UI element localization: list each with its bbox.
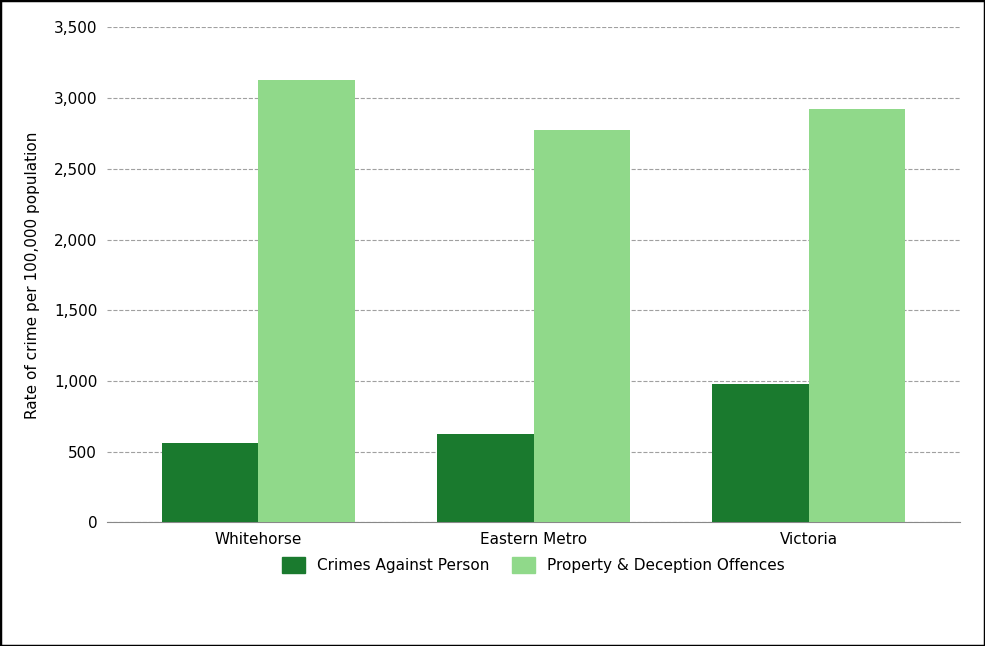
Bar xyxy=(258,79,355,523)
Bar xyxy=(712,384,809,523)
Bar xyxy=(162,443,258,523)
Bar xyxy=(809,109,905,523)
Bar xyxy=(534,130,629,523)
Bar xyxy=(437,434,534,523)
Legend: Crimes Against Person, Property & Deception Offences: Crimes Against Person, Property & Decept… xyxy=(276,551,791,579)
Y-axis label: Rate of crime per 100,000 population: Rate of crime per 100,000 population xyxy=(25,131,39,419)
